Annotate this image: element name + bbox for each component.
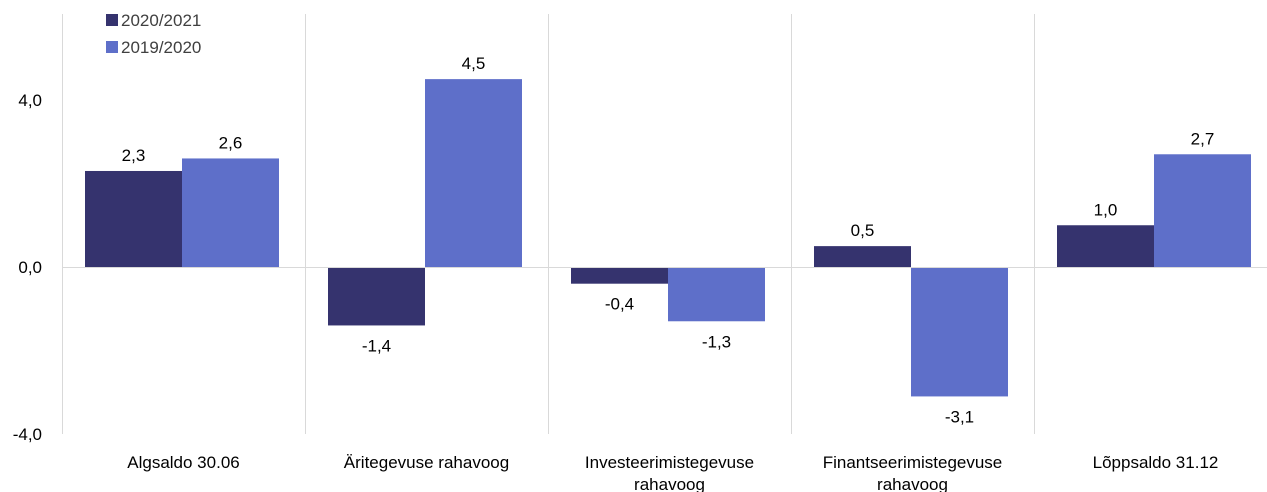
y-tick-label: 0,0	[18, 258, 42, 277]
category-label: Lõppsaldo 31.12	[1093, 453, 1219, 472]
category-label: rahavoog	[877, 475, 948, 492]
data-label: 1,0	[1094, 200, 1118, 219]
legend: 2020/2021 2019/2020	[106, 11, 201, 57]
category-label: rahavoog	[634, 475, 705, 492]
legend-label: 2019/2020	[121, 38, 201, 57]
data-label: 2,6	[219, 133, 243, 152]
data-label: -3,1	[945, 407, 974, 426]
data-label: -1,3	[702, 332, 731, 351]
bar	[85, 170, 182, 267]
y-tick-label: 4,0	[18, 91, 42, 110]
category-label: Investeerimistegevuse	[585, 453, 754, 472]
data-label: 0,5	[851, 221, 875, 240]
y-axis-ticks: 4,0 0,0 -4,0	[13, 91, 42, 444]
bar	[814, 246, 911, 267]
bar	[425, 79, 522, 267]
category-label: Äritegevuse rahavoog	[344, 453, 509, 472]
bar	[668, 267, 765, 322]
bar	[328, 267, 425, 326]
bar	[911, 267, 1008, 397]
bar	[182, 158, 279, 267]
data-label: 2,7	[1191, 129, 1215, 148]
data-label: 4,5	[462, 54, 486, 73]
legend-swatch	[106, 14, 118, 26]
bars	[85, 79, 1251, 397]
category-label: Algsaldo 30.06	[127, 453, 239, 472]
bar	[1154, 154, 1251, 267]
category-labels: Algsaldo 30.06 Äritegevuse rahavoog Invest…	[127, 453, 1218, 492]
bar	[1057, 225, 1154, 267]
data-label: -0,4	[605, 295, 634, 314]
data-label: 2,3	[122, 146, 146, 165]
y-tick-label: -4,0	[13, 425, 42, 444]
category-label: Finantseerimistegevuse	[823, 453, 1003, 472]
legend-label: 2020/2021	[121, 11, 201, 30]
data-labels: 2,3 -1,4 -0,4 0,5 1,0 2,6 4,5 -1,3 -3,1 2,7	[122, 54, 1215, 426]
data-label: -1,4	[362, 336, 391, 355]
category-separators	[62, 14, 1035, 434]
legend-swatch	[106, 41, 118, 53]
bar	[571, 267, 668, 284]
